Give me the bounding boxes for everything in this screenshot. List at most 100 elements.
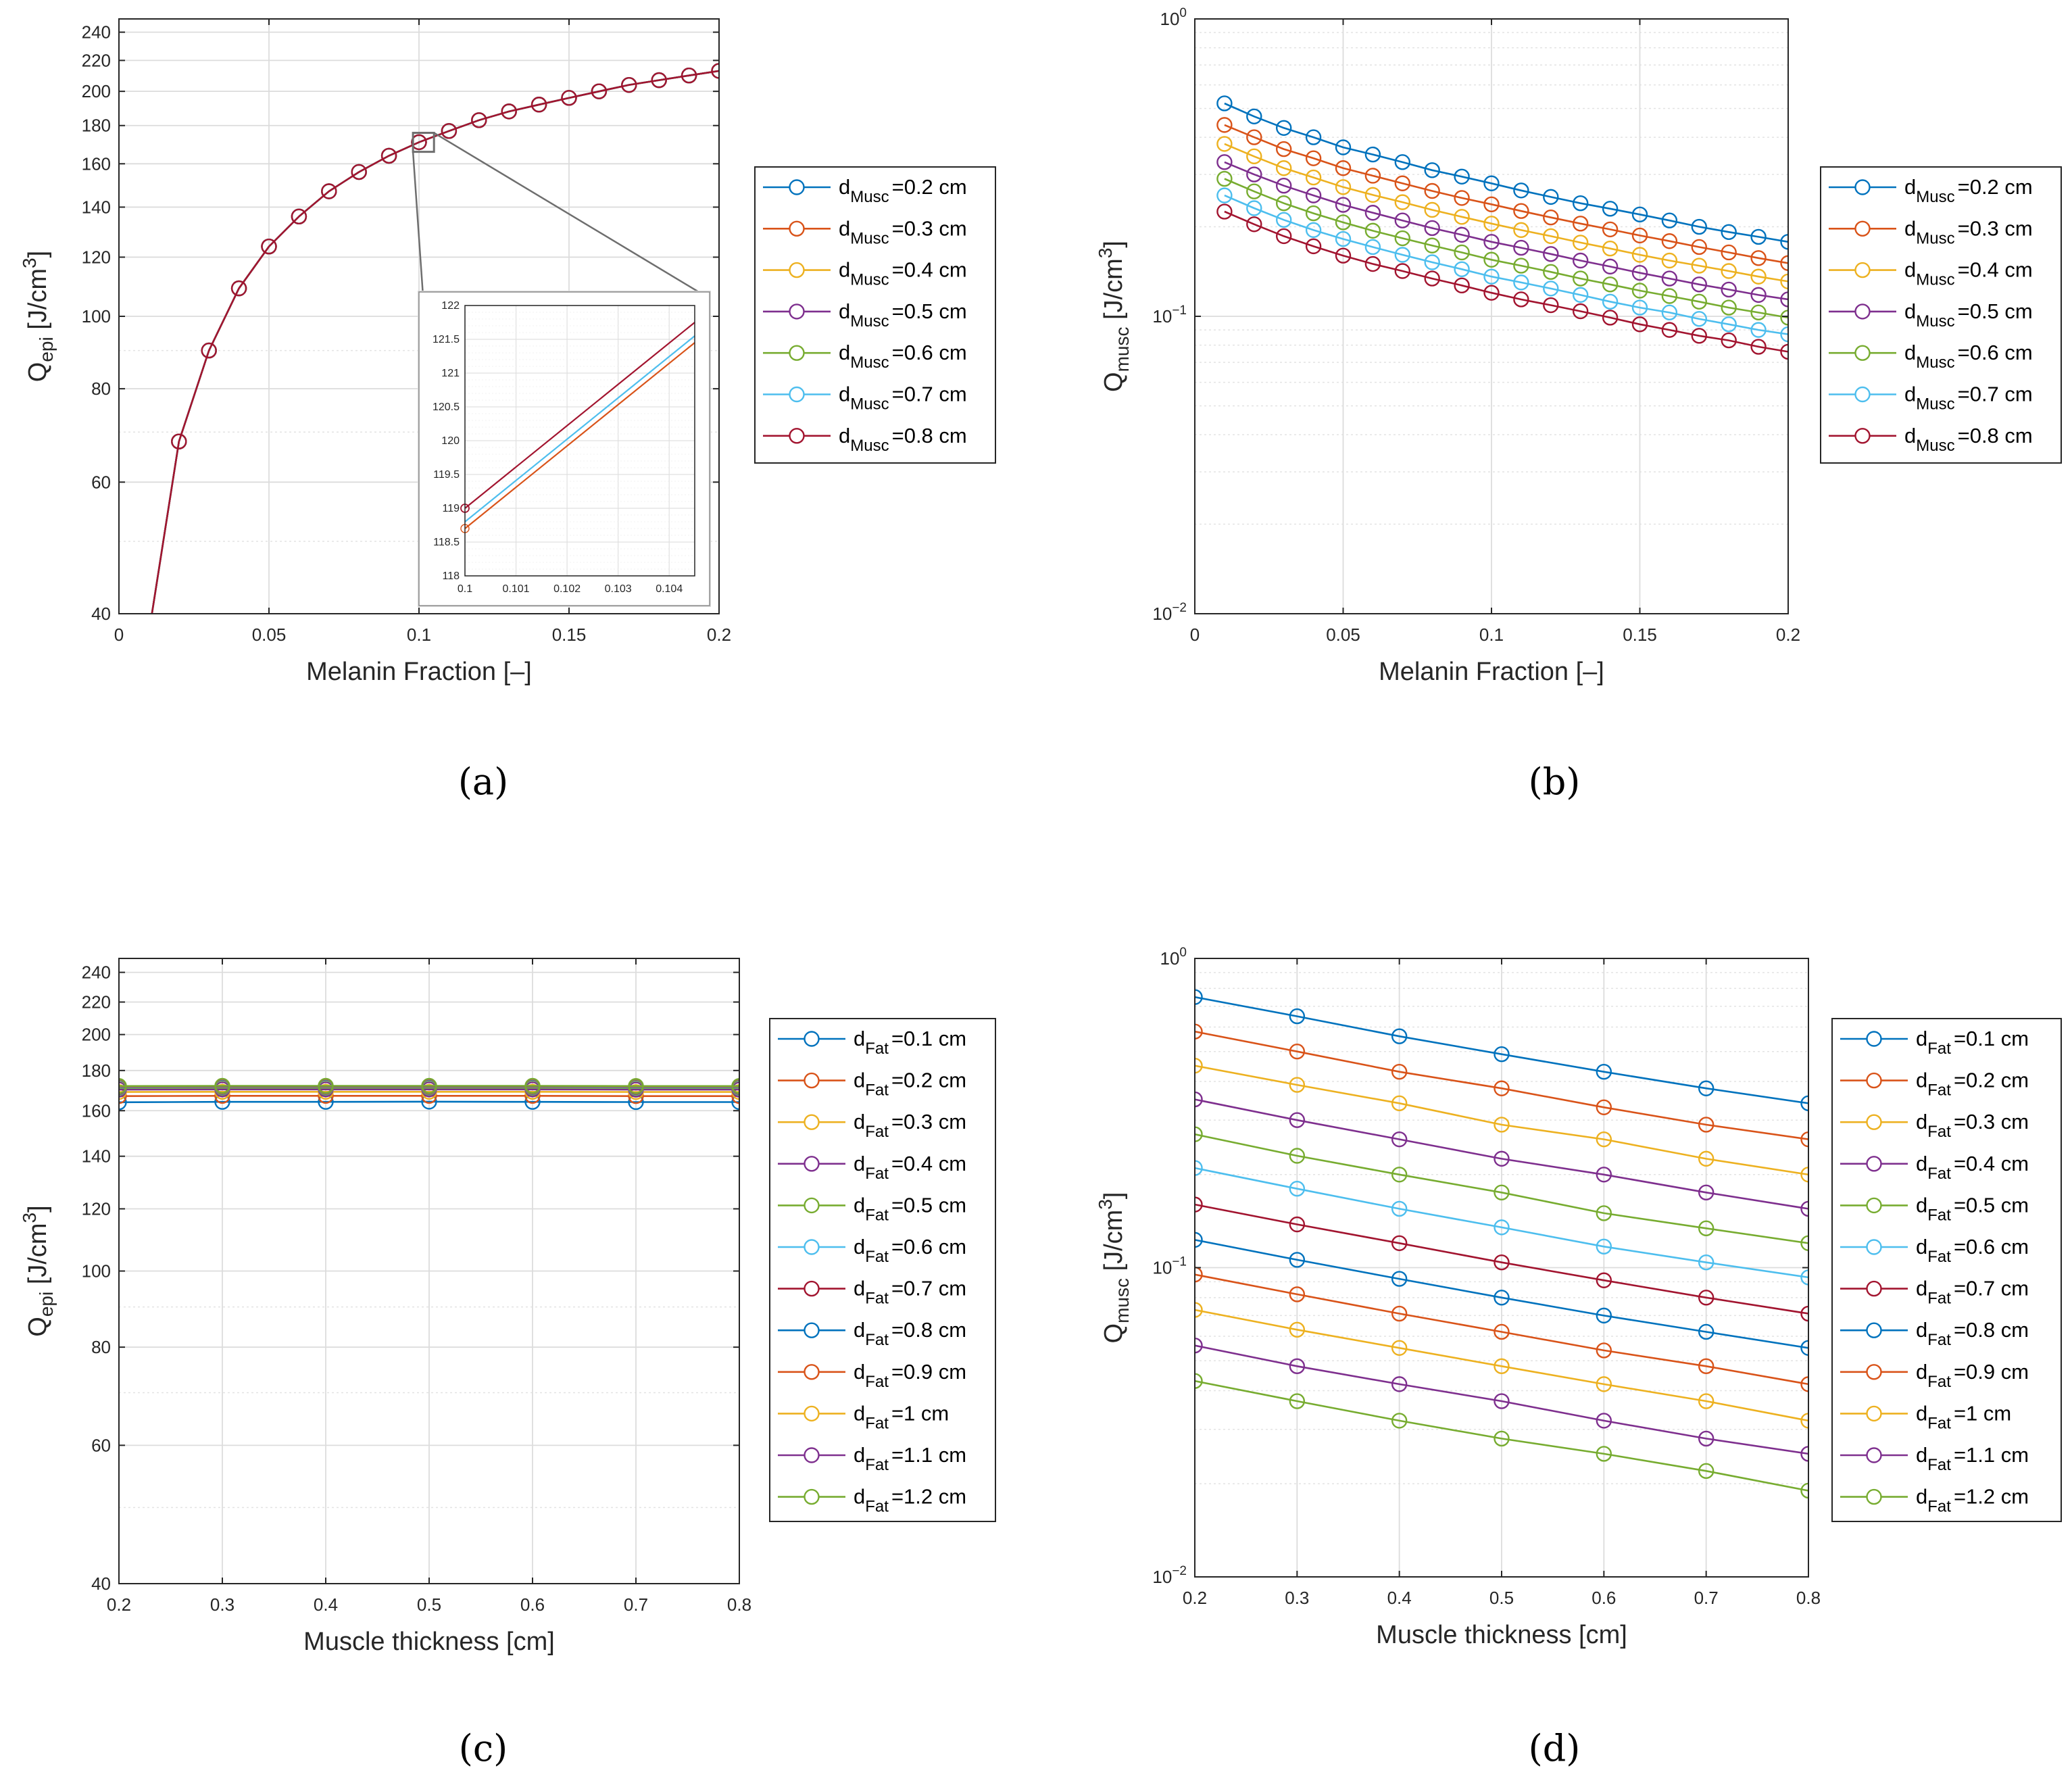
series-1 xyxy=(1195,1023,1808,1148)
data-point xyxy=(1424,201,1440,218)
data-point xyxy=(1216,154,1233,170)
legend-item: dFat =0.3 cm xyxy=(1840,1110,2029,1141)
panel-caption: (a) xyxy=(458,760,508,803)
data-point xyxy=(1195,1231,1203,1248)
y-tick-label: 160 xyxy=(82,153,111,174)
data-point xyxy=(119,1088,127,1104)
data-point xyxy=(1494,1117,1510,1133)
data-point xyxy=(1698,1393,1715,1409)
data-point xyxy=(1721,281,1737,298)
legend-marker xyxy=(804,1031,820,1047)
data-point xyxy=(731,1078,739,1094)
y-tick-label: 60 xyxy=(91,1435,111,1455)
legend-label: dMusc =0.8 cm xyxy=(839,424,967,455)
legend-item: dFat =0.5 cm xyxy=(1840,1193,2029,1224)
legend-subscript: Fat xyxy=(865,1456,889,1474)
panel-caption: (b) xyxy=(1529,760,1581,803)
data-point xyxy=(1494,1219,1510,1236)
legend-marker xyxy=(789,303,805,320)
data-point xyxy=(1216,203,1233,220)
data-point xyxy=(1572,303,1589,320)
data-point xyxy=(1483,234,1500,250)
legend-item: dFat =1.2 cm xyxy=(778,1485,966,1516)
inset-y-tick-label: 120.5 xyxy=(433,401,460,413)
data-point xyxy=(1391,1340,1408,1356)
data-point xyxy=(1391,1063,1408,1080)
x-tick-label: 0.15 xyxy=(552,625,587,645)
legend-item: dMusc =0.2 cm xyxy=(1829,175,2033,206)
series-group xyxy=(1216,95,1788,360)
data-point xyxy=(1391,1376,1408,1392)
legend-marker xyxy=(804,1322,820,1338)
data-point xyxy=(1750,228,1767,245)
data-point xyxy=(1289,1321,1306,1338)
legend-label: dMusc =0.7 cm xyxy=(1904,383,2033,414)
data-point xyxy=(1391,1131,1408,1148)
legend-value: =0.4 cm xyxy=(1954,1152,2029,1175)
data-point xyxy=(1195,1091,1203,1108)
legend-d: d xyxy=(854,1235,865,1259)
data-point xyxy=(1631,316,1648,333)
data-point xyxy=(1289,1008,1306,1025)
tick-base: 10 xyxy=(1160,948,1180,969)
legend-d: d xyxy=(839,299,850,323)
data-point xyxy=(1494,1393,1510,1409)
data-point xyxy=(1543,264,1559,280)
legend-item: dMusc =0.4 cm xyxy=(1829,258,2033,289)
data-point xyxy=(1275,195,1292,212)
series-line xyxy=(1224,143,1788,283)
data-point xyxy=(411,134,427,151)
data-point xyxy=(1305,187,1322,203)
data-point xyxy=(1494,1150,1510,1167)
series-group xyxy=(1195,989,1808,1499)
data-point xyxy=(1698,1290,1715,1306)
series-line xyxy=(1195,1344,1808,1455)
legend-label: dMusc =0.3 cm xyxy=(1904,216,2033,247)
tick-exponent: −1 xyxy=(1172,1255,1187,1269)
legend-subscript: Fat xyxy=(865,1331,889,1349)
data-point xyxy=(1513,258,1529,274)
data-point xyxy=(1391,1305,1408,1322)
data-point xyxy=(1596,1307,1612,1324)
data-point xyxy=(1800,1340,1808,1356)
legend-marker xyxy=(1866,1031,1882,1047)
series-4 xyxy=(1216,170,1788,326)
legend-value: =0.2 cm xyxy=(1954,1069,2029,1092)
legend-d: d xyxy=(1916,1027,1927,1050)
x-tick-label: 0.05 xyxy=(252,625,287,645)
data-point xyxy=(1246,129,1262,145)
data-point xyxy=(1698,1358,1715,1375)
legend-label: dMusc =0.2 cm xyxy=(1904,175,2033,206)
x-tick-label: 0.1 xyxy=(407,625,431,645)
data-point xyxy=(1289,1044,1306,1060)
data-point xyxy=(471,112,487,128)
legend-subscript: Fat xyxy=(1927,1206,1951,1224)
data-point xyxy=(1602,258,1619,275)
data-point xyxy=(1394,194,1411,210)
data-point xyxy=(1216,95,1233,112)
legend-value: =0.3 cm xyxy=(892,216,967,240)
legend-label: dMusc =0.4 cm xyxy=(839,258,967,289)
grid xyxy=(119,19,719,614)
series-11 xyxy=(119,1077,739,1094)
legend-marker xyxy=(804,1114,820,1130)
legend-subscript: Musc xyxy=(1916,395,1954,414)
legend-value: =0.1 cm xyxy=(1954,1027,2029,1050)
x-tick-label: 0.8 xyxy=(1796,1588,1821,1608)
x-tick-label: 0.3 xyxy=(210,1594,235,1615)
data-point xyxy=(591,83,608,99)
data-point xyxy=(1195,1023,1203,1040)
data-point xyxy=(1750,268,1767,285)
legend-d: d xyxy=(1916,1401,1927,1425)
legend-value: =0.9 cm xyxy=(891,1360,966,1384)
ylabel-unit: [J/cm xyxy=(24,268,52,337)
legend-label: dFat =1.1 cm xyxy=(854,1443,966,1474)
legend-item: dMusc =0.7 cm xyxy=(1829,383,2033,414)
legend-marker xyxy=(789,428,805,444)
legend-d: d xyxy=(1916,1193,1927,1217)
legend-item: dMusc =0.4 cm xyxy=(763,258,967,289)
tick-exponent: 0 xyxy=(1179,946,1187,960)
legend-marker xyxy=(1854,262,1871,278)
legend-item: dMusc =0.5 cm xyxy=(1829,299,2033,331)
